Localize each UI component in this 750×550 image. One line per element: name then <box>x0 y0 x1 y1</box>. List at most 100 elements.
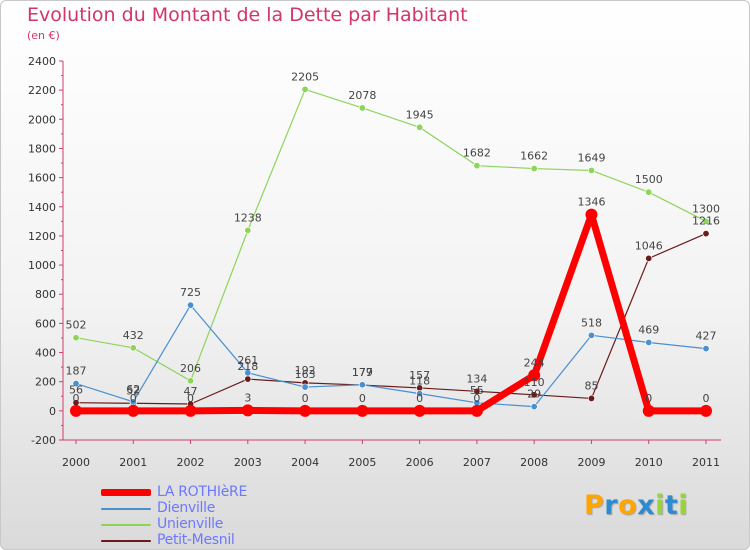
series-point <box>301 383 309 391</box>
series-point <box>187 301 195 309</box>
series-point <box>299 404 312 417</box>
series-point <box>702 217 710 225</box>
data-label: 502 <box>66 319 87 332</box>
legend-label: LA ROTHIèRE <box>157 484 247 500</box>
y-tick-label: -200 <box>31 434 56 447</box>
x-tick-label: 2004 <box>291 456 319 469</box>
data-label: 1500 <box>635 173 663 186</box>
y-tick-label: 1600 <box>28 172 56 185</box>
logo-letter: r <box>604 490 619 521</box>
chart-title: Evolution du Montant de la Dette par Hab… <box>27 4 468 26</box>
logo-letter: P <box>584 490 605 521</box>
logo-letter: i <box>678 490 689 521</box>
series-point <box>241 404 254 417</box>
data-label: 2078 <box>348 89 376 102</box>
series-point <box>356 404 369 417</box>
data-label: 244 <box>524 356 545 369</box>
series-point <box>416 390 424 398</box>
data-label: 177 <box>352 366 373 379</box>
x-tick-label: 2002 <box>177 456 205 469</box>
chart-subtitle: (en €) <box>27 29 60 42</box>
data-label: 725 <box>180 286 201 299</box>
y-tick-label: 2200 <box>28 84 56 97</box>
series-point <box>530 391 538 399</box>
series-point <box>129 344 137 352</box>
series-point <box>244 226 252 234</box>
data-label: 1046 <box>635 239 663 252</box>
data-label: 179 <box>352 366 373 379</box>
data-label: 1945 <box>406 108 434 121</box>
series-point <box>473 387 481 395</box>
x-tick-label: 2001 <box>119 456 147 469</box>
series-point <box>244 369 252 377</box>
data-label: 261 <box>237 354 258 367</box>
y-tick-label: 600 <box>35 317 56 330</box>
x-tick-label: 2006 <box>406 456 434 469</box>
series-point <box>530 165 538 173</box>
data-label: 0 <box>130 392 137 405</box>
data-label: 163 <box>295 368 316 381</box>
data-label: 0 <box>473 392 480 405</box>
data-label: 469 <box>638 323 659 336</box>
legend-label: Dienville <box>157 500 216 516</box>
data-label: 110 <box>524 376 545 389</box>
data-label: 118 <box>409 375 430 388</box>
data-label: 0 <box>416 392 423 405</box>
legend-swatch <box>101 508 151 510</box>
y-tick-label: 1400 <box>28 201 56 214</box>
series-point <box>244 375 252 383</box>
data-label: 29 <box>527 388 541 401</box>
data-label: 1346 <box>577 196 605 209</box>
data-label: 518 <box>581 316 602 329</box>
legend-swatch <box>101 540 151 542</box>
series-point <box>358 104 366 112</box>
series-point <box>358 381 366 389</box>
data-label: 206 <box>180 362 201 375</box>
data-label: 0 <box>359 392 366 405</box>
data-label: 192 <box>295 364 316 377</box>
series-point <box>413 404 426 417</box>
axes: -200020040060080010001200140016001800200… <box>28 55 721 469</box>
series-lines <box>70 85 712 417</box>
series-point <box>702 345 710 353</box>
data-label: 1662 <box>520 150 548 163</box>
proxiti-logo: Proxiti <box>584 490 688 521</box>
data-label: 56 <box>69 384 83 397</box>
y-tick-label: 2400 <box>28 55 56 68</box>
data-labels: 56 52 47 218 192 177 157 134 110 85 1046 1216 502 432… <box>66 70 721 404</box>
data-label: 62 <box>126 383 140 396</box>
series-point <box>645 338 653 346</box>
series-point <box>702 230 710 238</box>
legend-label: Petit-Mesnil <box>157 532 235 548</box>
series-point <box>645 188 653 196</box>
data-label: 134 <box>466 372 487 385</box>
x-tick-label: 2008 <box>520 456 548 469</box>
series-point <box>301 85 309 93</box>
data-label: 47 <box>184 385 198 398</box>
data-label: 157 <box>409 369 430 382</box>
y-tick-label: 200 <box>35 376 56 389</box>
data-label: 2205 <box>291 70 319 83</box>
series-point <box>470 404 483 417</box>
x-tick-label: 2007 <box>463 456 491 469</box>
series-point <box>416 123 424 131</box>
series-point <box>187 377 195 385</box>
data-label: 3 <box>244 391 251 404</box>
y-tick-label: 1200 <box>28 230 56 243</box>
x-tick-label: 2000 <box>62 456 90 469</box>
x-tick-label: 2003 <box>234 456 262 469</box>
series-line-1 <box>75 304 707 408</box>
y-tick-label: 400 <box>35 347 56 360</box>
y-tick-label: 1800 <box>28 142 56 155</box>
data-label: 55 <box>470 384 484 397</box>
x-tick-label: 2009 <box>577 456 605 469</box>
logo-letter: i <box>655 490 665 521</box>
legend-swatch <box>101 489 151 496</box>
y-tick-label: 0 <box>49 405 56 418</box>
series-point <box>585 208 598 221</box>
series-line-2 <box>75 88 707 382</box>
data-label: 0 <box>73 392 80 405</box>
data-label: 0 <box>645 392 652 405</box>
series-line-3 <box>75 233 707 405</box>
